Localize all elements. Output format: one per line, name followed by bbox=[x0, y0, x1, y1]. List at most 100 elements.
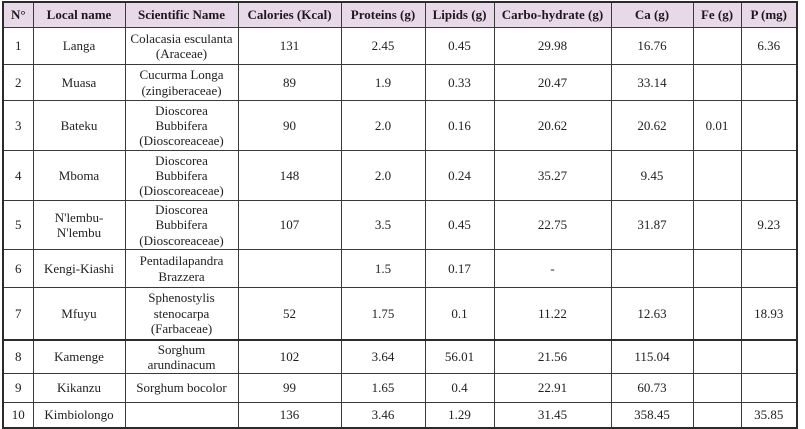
cell-ca: 60.73 bbox=[610, 373, 694, 404]
cell-ca: 33.14 bbox=[610, 64, 694, 101]
column-header-fe: Fe (g) bbox=[692, 1, 742, 28]
cell-fe bbox=[692, 373, 742, 404]
cell-calories: 90 bbox=[237, 100, 342, 151]
cell-local-name: Mfuyu bbox=[32, 287, 126, 340]
cell-lipids: 0.1 bbox=[424, 287, 495, 340]
cell-scientific-name: Sphenostylis stenocarpa (Farbaceae) bbox=[124, 287, 239, 340]
cell-p bbox=[740, 338, 798, 375]
cell-number: 3 bbox=[2, 100, 34, 151]
cell-proteins: 2.45 bbox=[340, 27, 426, 65]
table-row: 8 Kamenge Sorghum arundinacum 102 3.64 56.01 2… bbox=[2, 338, 798, 375]
cell-p: 6.36 bbox=[740, 27, 798, 65]
cell-lipids: 0.16 bbox=[424, 100, 495, 151]
column-header-lipids: Lipids (g) bbox=[424, 1, 495, 28]
cell-number: 10 bbox=[2, 402, 34, 429]
table-row: 9 Kikanzu Sorghum bocolor 99 1.65 0.4 22.91 60.… bbox=[2, 373, 798, 404]
cell-scientific-name: Sorghum arundinacum bbox=[124, 338, 239, 375]
cell-carbohydrate: 11.22 bbox=[493, 287, 612, 340]
cell-calories: 107 bbox=[237, 200, 342, 250]
table-row: 4 Mboma Dioscorea Bubbifera (Dioscoreaceae… bbox=[2, 150, 798, 201]
cell-scientific-name: Dioscorea Bubbifera (Dioscoreaceae) bbox=[124, 150, 239, 201]
table-row: 5 N'lembu- N'lembu Dioscorea Bubbifera (Di… bbox=[2, 200, 798, 250]
cell-carbohydrate: 29.98 bbox=[493, 27, 612, 65]
cell-p: 18.93 bbox=[740, 287, 798, 340]
cell-ca: 115.04 bbox=[610, 338, 694, 375]
table-row: 6 Kengi-Kiashi Pentadilapandra Brazzera 1.5… bbox=[2, 249, 798, 288]
cell-local-name: Kimbiolongo bbox=[32, 402, 126, 429]
column-header-number: N° bbox=[2, 1, 34, 28]
cell-fe bbox=[692, 64, 742, 101]
cell-lipids: 0.45 bbox=[424, 27, 495, 65]
cell-p: 35.85 bbox=[740, 402, 798, 429]
cell-fe bbox=[692, 249, 742, 288]
cell-calories: 131 bbox=[237, 27, 342, 65]
cell-number: 6 bbox=[2, 249, 34, 288]
cell-proteins: 3.64 bbox=[340, 338, 426, 375]
cell-calories: 89 bbox=[237, 64, 342, 101]
cell-local-name: Bateku bbox=[32, 100, 126, 151]
cell-fe bbox=[692, 27, 742, 65]
cell-lipids: 0.4 bbox=[424, 373, 495, 404]
cell-p bbox=[740, 150, 798, 201]
cell-ca: 31.87 bbox=[610, 200, 694, 250]
cell-lipids: 0.24 bbox=[424, 150, 495, 201]
cell-scientific-name: Colacasia esculanta (Araceae) bbox=[124, 27, 239, 65]
cell-lipids: 0.17 bbox=[424, 249, 495, 288]
cell-lipids: 0.45 bbox=[424, 200, 495, 250]
cell-number: 8 bbox=[2, 338, 34, 375]
column-header-proteins: Proteins (g) bbox=[340, 1, 426, 28]
cell-number: 4 bbox=[2, 150, 34, 201]
cell-calories: 99 bbox=[237, 373, 342, 404]
cell-p bbox=[740, 100, 798, 151]
table-row: 7 Mfuyu Sphenostylis stenocarpa (Farbaceae… bbox=[2, 287, 798, 340]
cell-number: 5 bbox=[2, 200, 34, 250]
cell-calories: 136 bbox=[237, 402, 342, 429]
cell-scientific-name: Dioscorea Bubbifera (Dioscoreaceae) bbox=[124, 200, 239, 250]
cell-fe bbox=[692, 287, 742, 340]
column-header-ca: Ca (g) bbox=[610, 1, 694, 28]
column-header-local-name: Local name bbox=[32, 1, 126, 28]
cell-scientific-name bbox=[124, 402, 239, 429]
cell-ca bbox=[610, 249, 694, 288]
cell-number: 1 bbox=[2, 27, 34, 65]
cell-p bbox=[740, 373, 798, 404]
cell-calories bbox=[237, 249, 342, 288]
cell-calories: 102 bbox=[237, 338, 342, 375]
cell-number: 7 bbox=[2, 287, 34, 340]
cell-carbohydrate: 20.47 bbox=[493, 64, 612, 101]
cell-lipids: 56.01 bbox=[424, 338, 495, 375]
column-header-carbohydrate: Carbo-hydrate (g) bbox=[493, 1, 612, 28]
cell-carbohydrate: 22.75 bbox=[493, 200, 612, 250]
table-row: 10 Kimbiolongo 136 3.46 1.29 31.45 358.45 35.85 bbox=[2, 402, 798, 429]
cell-proteins: 1.5 bbox=[340, 249, 426, 288]
cell-ca: 358.45 bbox=[610, 402, 694, 429]
cell-carbohydrate: - bbox=[493, 249, 612, 288]
table-body: 1 Langa Colacasia esculanta (Araceae) 131 2.… bbox=[2, 27, 798, 429]
cell-proteins: 1.75 bbox=[340, 287, 426, 340]
cell-ca: 20.62 bbox=[610, 100, 694, 151]
cell-local-name: Langa bbox=[32, 27, 126, 65]
cell-fe bbox=[692, 200, 742, 250]
cell-fe: 0.01 bbox=[692, 100, 742, 151]
cell-proteins: 2.0 bbox=[340, 100, 426, 151]
cell-calories: 52 bbox=[237, 287, 342, 340]
table-row: 2 Muasa Cucurma Longa (zingiberaceae) 89 1.9… bbox=[2, 64, 798, 101]
column-header-p: P (mg) bbox=[740, 1, 798, 28]
column-header-scientific-name: Scientific Name bbox=[124, 1, 239, 28]
cell-local-name: N'lembu- N'lembu bbox=[32, 200, 126, 250]
cell-p: 9.23 bbox=[740, 200, 798, 250]
cell-local-name: Muasa bbox=[32, 64, 126, 101]
cell-scientific-name: Cucurma Longa (zingiberaceae) bbox=[124, 64, 239, 101]
cell-carbohydrate: 31.45 bbox=[493, 402, 612, 429]
cell-local-name: Kengi-Kiashi bbox=[32, 249, 126, 288]
cell-lipids: 1.29 bbox=[424, 402, 495, 429]
cell-scientific-name: Dioscorea Bubbifera (Dioscoreaceae) bbox=[124, 100, 239, 151]
table-header: N° Local name Scientific Name Calories (Kca… bbox=[2, 1, 798, 28]
cell-proteins: 2.0 bbox=[340, 150, 426, 201]
table-row: 3 Bateku Dioscorea Bubbifera (Dioscoreacea… bbox=[2, 100, 798, 151]
cell-ca: 12.63 bbox=[610, 287, 694, 340]
cell-number: 9 bbox=[2, 373, 34, 404]
cell-ca: 16.76 bbox=[610, 27, 694, 65]
cell-ca: 9.45 bbox=[610, 150, 694, 201]
